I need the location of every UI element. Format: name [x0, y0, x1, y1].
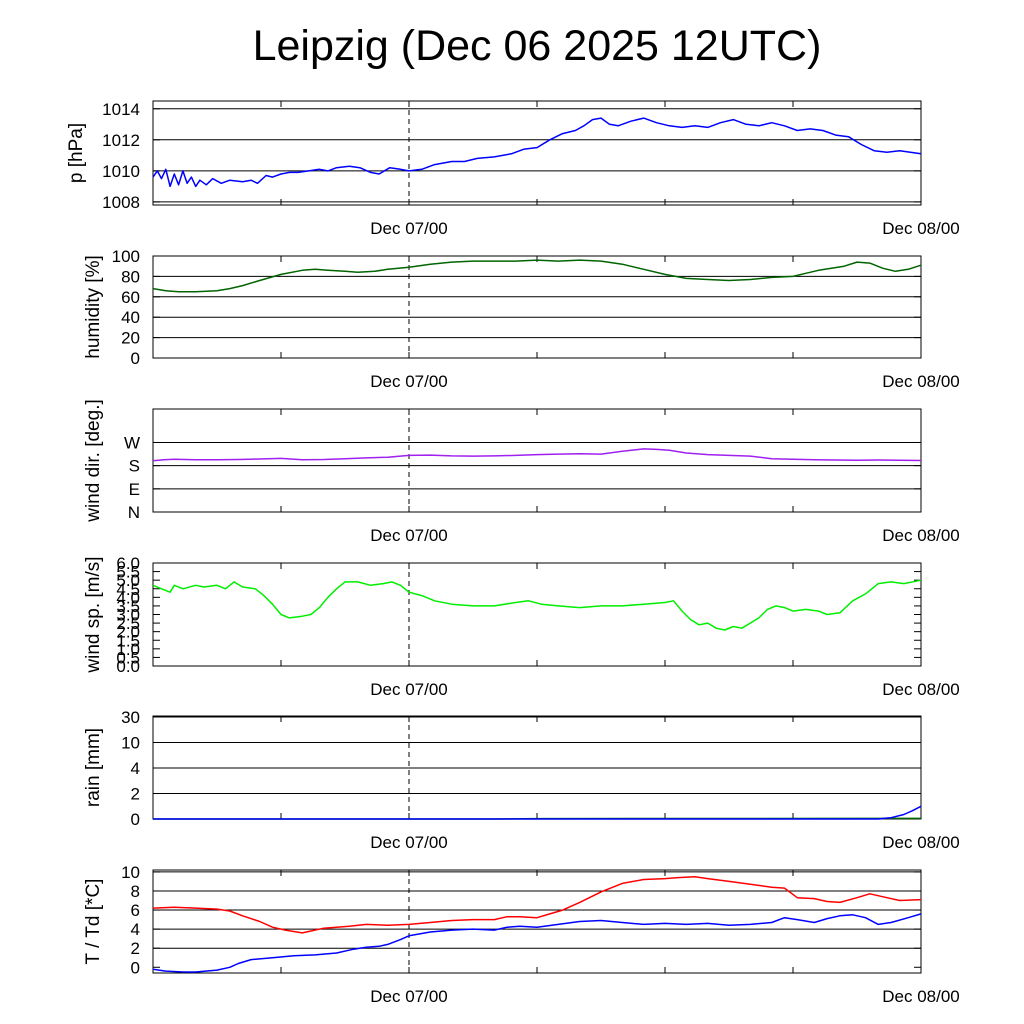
pressure-y-tick-label: 1010: [102, 162, 140, 181]
humidity-y-tick-label: 60: [121, 288, 140, 307]
temperature-y-tick-label: 8: [131, 882, 140, 901]
humidity-frame: [152, 255, 922, 359]
wind-speed-x-tick-label: Dec 08/00: [882, 680, 960, 699]
temperature-series-line-2: [152, 913, 922, 973]
rain-y-tick-label: 10: [121, 734, 140, 753]
wind-speed-y-tick-label: 4.5: [116, 580, 140, 599]
wind-direction-y-tick-label: W: [124, 433, 140, 452]
humidity-y-tick-label: 40: [121, 308, 140, 327]
humidity-series-line-1: [152, 259, 922, 293]
page-title: Leipzig (Dec 06 2025 12UTC): [252, 22, 822, 70]
rain-y-tick-label: 4: [131, 759, 140, 778]
wind-speed-y-tick-label: 4.0: [116, 588, 140, 607]
pressure-frame: [152, 100, 922, 206]
temperature-series-line-1: [152, 875, 922, 934]
wind-direction-x-tick-label: Dec 08/00: [882, 526, 960, 545]
wind-speed-y-axis-label: wind sp. [m/s]: [83, 556, 104, 673]
temperature-y-tick-label: 4: [131, 920, 140, 939]
pressure-x-tick-label: Dec 08/00: [882, 219, 960, 238]
temperature-y-tick-label: 6: [131, 901, 140, 920]
wind-speed-x-tick-label: Dec 07/00: [370, 680, 448, 699]
humidity-y-tick-label: 0: [131, 349, 140, 368]
wind-direction-y-axis-label: wind dir. [deg.]: [83, 399, 104, 523]
wind-speed-y-tick-label: 1.0: [116, 640, 140, 659]
wind-direction-series-line-1: [152, 448, 922, 462]
wind-speed-frame: [152, 562, 922, 667]
rain-y-tick-label: 2: [131, 785, 140, 804]
rain-y-tick-label: 30: [121, 708, 140, 727]
wind-speed-y-tick-label: 1.5: [116, 631, 140, 650]
wind-speed-y-tick-label: 6.0: [116, 554, 140, 573]
wind-speed-y-tick-label: 5.0: [116, 571, 140, 590]
wind-speed-y-tick-label: 2.5: [116, 614, 140, 633]
temperature-x-tick-label: Dec 08/00: [882, 987, 960, 1006]
wind-speed-y-tick-label: 0.5: [116, 648, 140, 667]
pressure-y-tick-label: 1014: [102, 100, 140, 119]
wind-speed-y-tick-label: 3.0: [116, 606, 140, 625]
rain-x-tick-label: Dec 07/00: [370, 833, 448, 852]
wind-speed-y-tick-label: 2.0: [116, 623, 140, 642]
pressure-y-axis-label: p [hPa]: [66, 123, 87, 183]
rain-series-line-2: [153, 805, 922, 820]
pressure-y-tick-label: 1008: [102, 193, 140, 212]
wind-speed-y-tick-label: 3.5: [116, 597, 140, 616]
wind-direction-y-tick-label: S: [129, 457, 140, 476]
rain-x-tick-label: Dec 08/00: [882, 833, 960, 852]
pressure-y-tick-label: 1012: [102, 131, 140, 150]
humidity-y-tick-label: 20: [121, 329, 140, 348]
pressure-series-line-1: [152, 117, 922, 188]
temperature-y-tick-label: 10: [121, 863, 140, 882]
humidity-y-tick-label: 80: [121, 267, 140, 286]
rain-y-axis-label: rain [mm]: [83, 728, 104, 807]
temperature-y-tick-label: 2: [131, 939, 140, 958]
humidity-y-tick-label: 100: [112, 247, 140, 266]
wind-direction-frame: [152, 408, 922, 513]
wind-direction-y-tick-label: E: [129, 480, 140, 499]
wind-direction-x-tick-label: Dec 07/00: [370, 526, 448, 545]
wind-speed-y-tick-label: 0.0: [116, 657, 140, 676]
humidity-x-tick-label: Dec 07/00: [370, 372, 448, 391]
wind-direction-y-tick-label: N: [128, 503, 140, 522]
humidity-y-axis-label: humidity [%]: [83, 255, 104, 358]
temperature-x-tick-label: Dec 07/00: [370, 987, 448, 1006]
humidity-x-tick-label: Dec 08/00: [882, 372, 960, 391]
pressure-x-tick-label: Dec 07/00: [370, 219, 448, 238]
rain-y-tick-label: 0: [131, 810, 140, 829]
temperature-y-axis-label: T / Td [*C]: [83, 879, 104, 965]
wind-speed-series-line-1: [152, 579, 922, 631]
temperature-y-tick-label: 0: [131, 958, 140, 977]
wind-speed-y-tick-label: 5.5: [116, 563, 140, 582]
